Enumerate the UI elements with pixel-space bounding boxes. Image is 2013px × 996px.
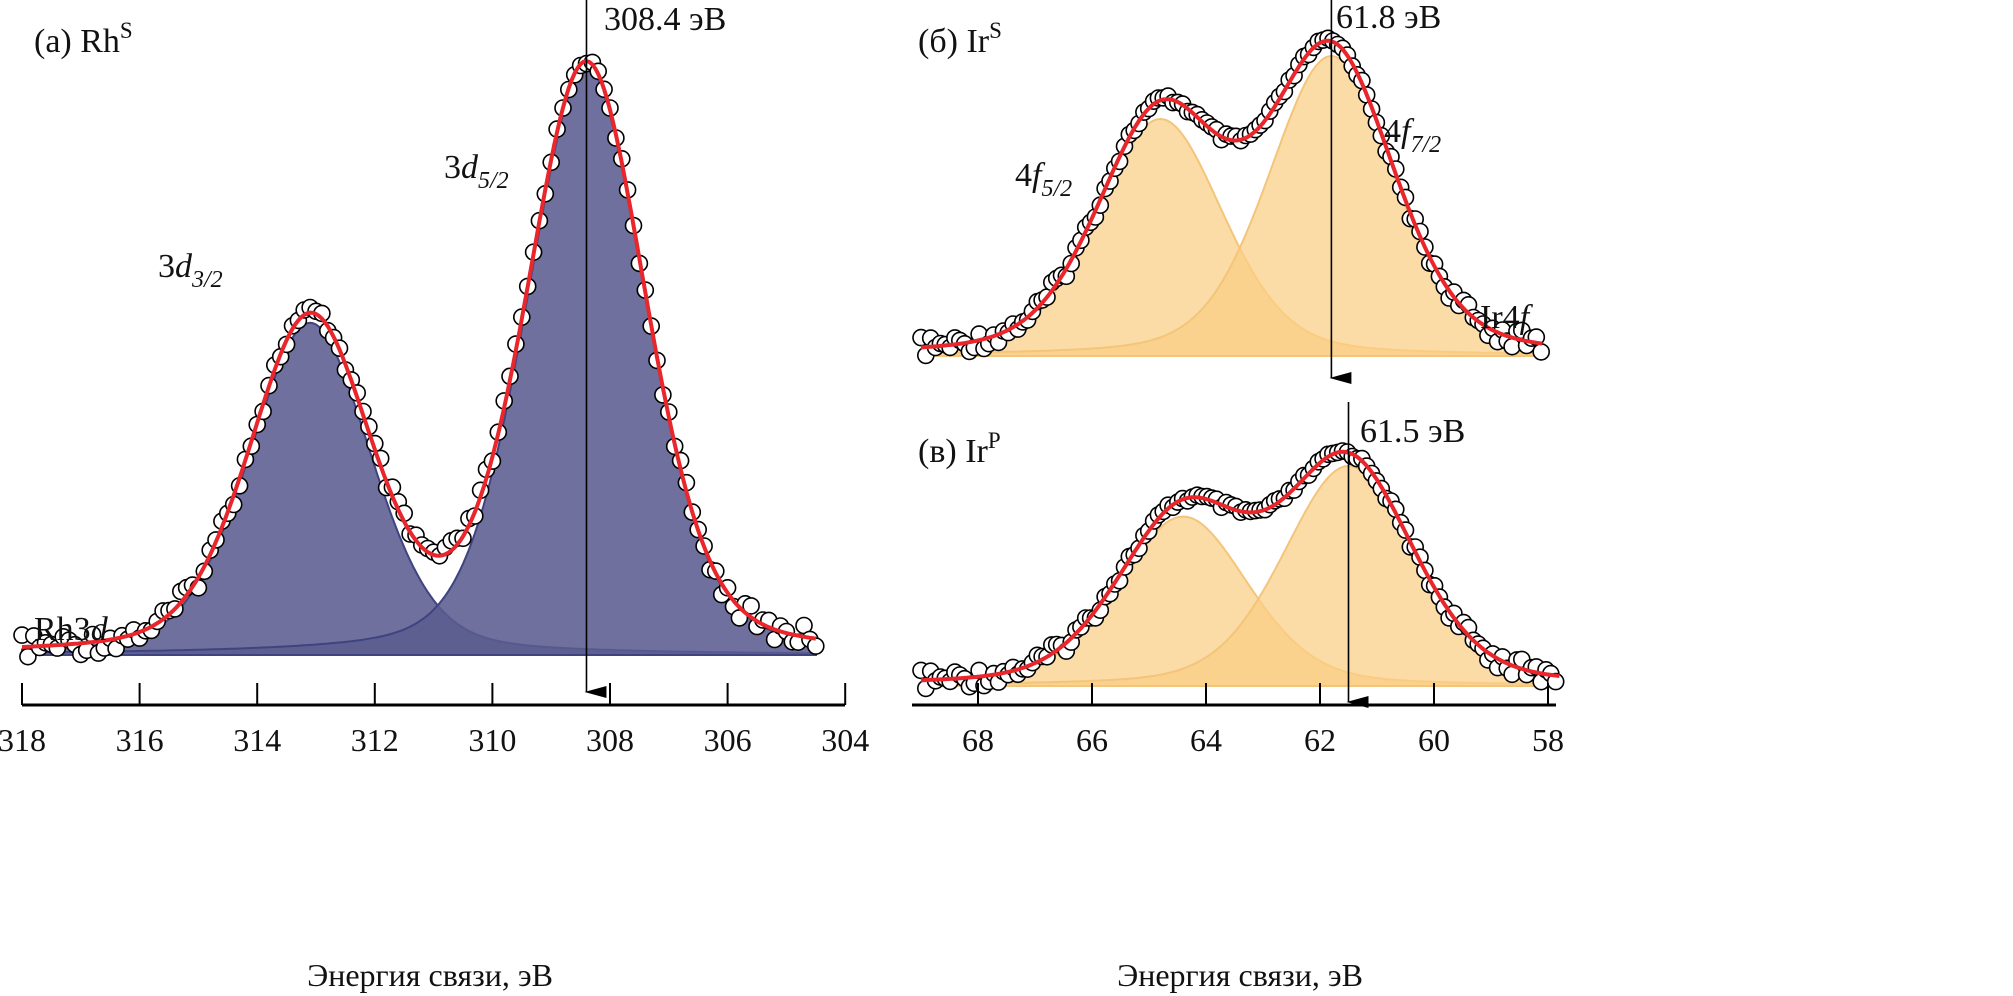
data-point: [742, 597, 760, 615]
panel-c-peak-annotation: 61.5 эВ: [1360, 413, 1465, 450]
peak-label-4f72: 4f7/2: [1384, 113, 1441, 158]
panel-a-peak-annotation: 308.4 эВ: [604, 1, 726, 38]
x-tick-label: 64: [1190, 722, 1222, 758]
fit-envelope-line: [21, 59, 817, 649]
panel-b-label: (б) IrS: [918, 18, 1002, 60]
x-tick-label: 68: [962, 722, 994, 758]
peak-label-3d32: 3d3/2: [158, 248, 223, 293]
series-label-rh3d: Rh3d: [34, 611, 109, 648]
x-tick-label: 308: [586, 722, 634, 758]
panel-c-label: (в) IrP: [918, 428, 1001, 470]
x-tick-label: 306: [704, 722, 752, 758]
x-tick-label: 310: [468, 722, 516, 758]
x-tick-label: 318: [0, 722, 46, 758]
x-tick-label: 316: [116, 722, 164, 758]
x-tick-label: 304: [821, 722, 869, 758]
x-tick-label: 312: [351, 722, 399, 758]
component-peak-3d52: [21, 65, 817, 656]
panel-c-ir4f-p: 68 66 64 62 60 58: [912, 402, 1565, 758]
panel-b-peak-annotation: 61.8 эВ: [1336, 0, 1441, 36]
fit-envelope-line: [920, 38, 1543, 350]
panel-b-ir4f-s: [912, 0, 1550, 384]
x-tick-label: 60: [1418, 722, 1450, 758]
x-axis-label-a: Энергия связи, эВ: [307, 957, 553, 993]
data-point: [1532, 343, 1550, 361]
series-label-ir4f: Ir4f: [1480, 299, 1534, 336]
x-axis-label-c: Энергия связи, эВ: [1117, 957, 1363, 993]
peak-label-4f52: 4f5/2: [1015, 157, 1072, 202]
fit-envelope-line: [920, 449, 1560, 683]
peak-label-3d52: 3d5/2: [444, 149, 509, 194]
x-tick-label: 66: [1076, 722, 1108, 758]
component-peak-4f72: [920, 54, 1544, 357]
data-point: [806, 637, 825, 655]
panel-a-rh3d: 318 316 314 312 310 308 306 304: [0, 0, 869, 758]
x-tick-label: 62: [1304, 722, 1336, 758]
x-tick-label: 58: [1532, 722, 1564, 758]
x-tick-label: 314: [233, 722, 281, 758]
panel-a-label: (а) RhS: [34, 18, 133, 60]
